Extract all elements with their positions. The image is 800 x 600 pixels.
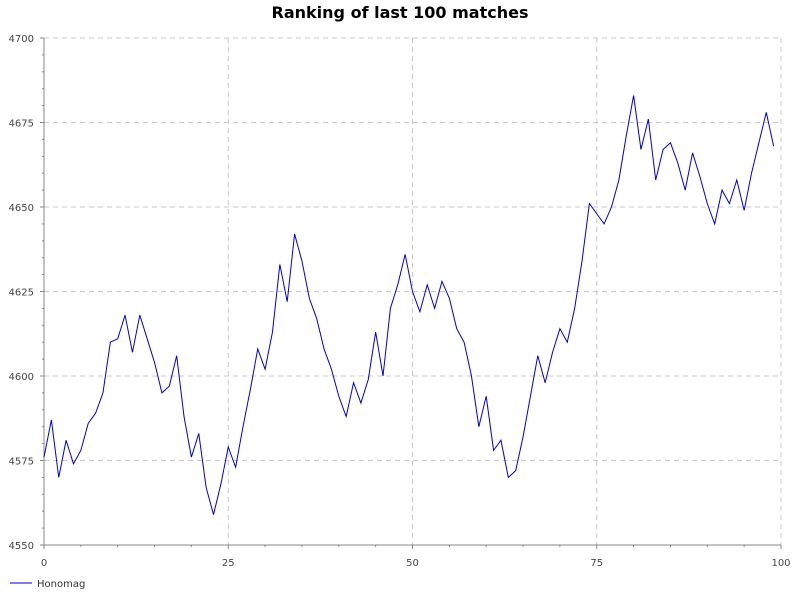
- y-tick-label-4675: 4675: [9, 119, 34, 130]
- legend-label-honomag: Honomag: [37, 579, 85, 590]
- tick-layer: 4550 4575 4600 4625 4650 4675 4700 0 25 50 75 100: [9, 34, 791, 569]
- legend: Honomag: [10, 579, 85, 590]
- x-tick-label-25: 25: [222, 558, 235, 569]
- y-tick-label-4575: 4575: [9, 457, 34, 468]
- y-tick-label-4625: 4625: [9, 288, 34, 299]
- y-tick-label-4700: 4700: [9, 34, 34, 45]
- y-tick-label-4600: 4600: [9, 372, 34, 383]
- series-line-honomag: [43, 95, 775, 515]
- x-tick-label-75: 75: [590, 558, 603, 569]
- series-layer: [43, 95, 775, 515]
- x-tick-label-100: 100: [771, 558, 790, 569]
- chart-title: Ranking of last 100 matches: [272, 3, 529, 22]
- y-tick-label-4650: 4650: [9, 203, 34, 214]
- x-tick-label-0: 0: [41, 558, 47, 569]
- x-tick-label-50: 50: [406, 558, 419, 569]
- y-tick-label-4550: 4550: [9, 541, 34, 552]
